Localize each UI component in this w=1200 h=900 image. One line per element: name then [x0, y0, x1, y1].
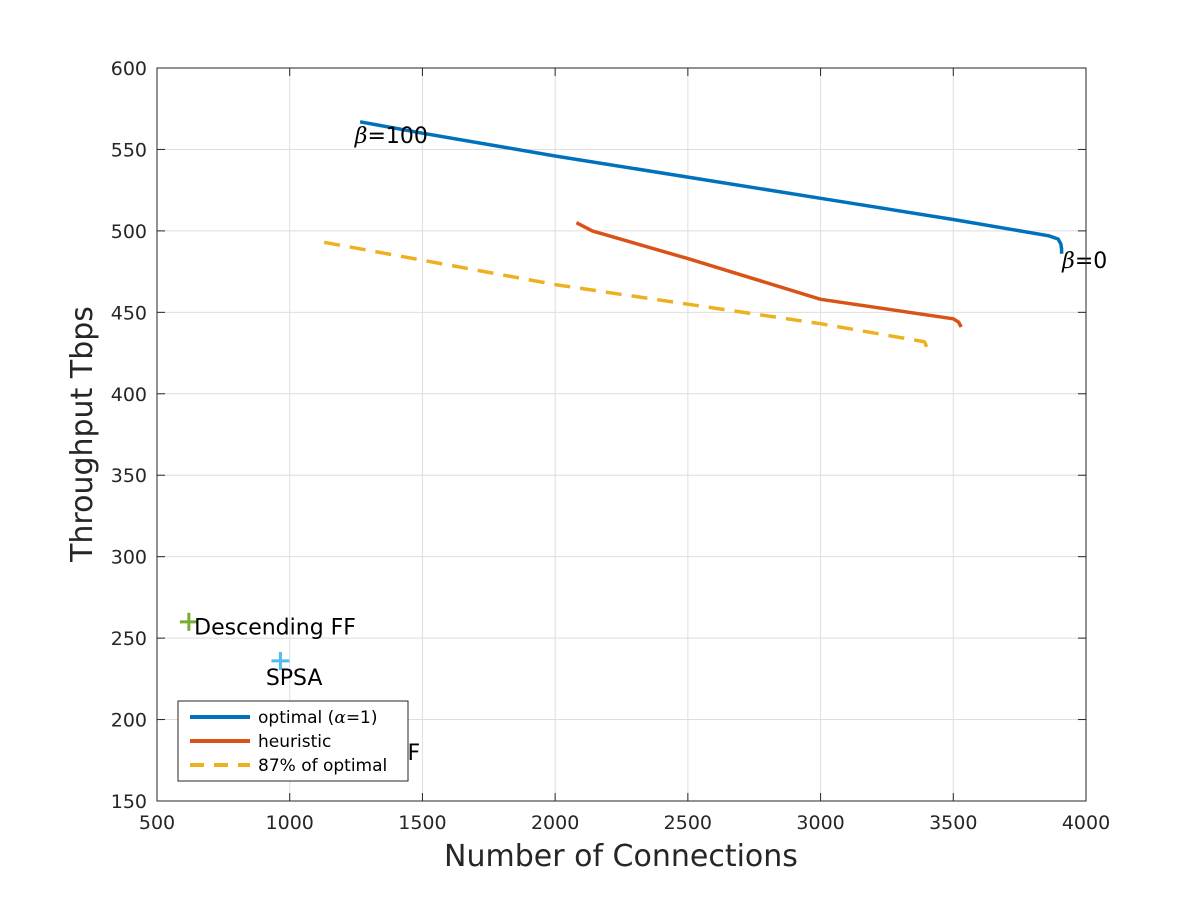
y-tick-label: 200: [111, 710, 147, 732]
marker-label-1: Descending FF: [194, 616, 356, 641]
tick-group: 500 1000 1500 2000 2500 3000 3500 4000 150 200 250…: [111, 58, 1110, 834]
series-line-3: [323, 240, 929, 357]
x-tick-label: 4000: [1062, 812, 1110, 834]
x-tick-label: 2000: [531, 812, 579, 834]
y-tick-label: 400: [111, 384, 147, 406]
y-axis-label: Throughput Tbps: [65, 306, 100, 563]
y-tick-label: 600: [111, 58, 147, 80]
x-tick-label: 2500: [664, 812, 712, 834]
alpha-symbol: α: [334, 708, 346, 728]
beta-value: =100: [367, 124, 427, 149]
y-tick-label: 450: [111, 302, 147, 324]
legend-label-1: optimal (α=1): [258, 708, 378, 728]
x-tick-label: 1500: [398, 812, 446, 834]
legend-label-3: 87% of optimal: [258, 756, 387, 776]
beta-annotation-2: β=0: [1061, 249, 1107, 274]
beta-symbol: β: [354, 124, 368, 149]
series-line-1: [359, 120, 1064, 254]
beta-symbol: β: [1061, 249, 1075, 274]
series-group: [323, 120, 1064, 357]
beta-value: =0: [1075, 249, 1107, 274]
legend-label-2: heuristic: [258, 732, 331, 752]
y-tick-label: 500: [111, 221, 147, 243]
legend-text-suffix: =1): [346, 708, 378, 728]
y-tick-label: 250: [111, 628, 147, 650]
plot-area: [157, 68, 1086, 801]
x-tick-label: 3000: [796, 812, 844, 834]
y-tick-label: 550: [111, 139, 147, 161]
x-tick-label: 1000: [266, 812, 314, 834]
x-tick-label: 3500: [929, 812, 977, 834]
marker-label-2: SPSA: [266, 666, 323, 691]
beta-annotation-1: β=100: [354, 124, 428, 149]
legend: optimal (α=1) heuristic 87% of optimal: [177, 700, 409, 782]
y-tick-label: 300: [111, 547, 147, 569]
plot-frame: [156, 67, 1087, 802]
y-tick-label: 150: [111, 791, 147, 813]
y-tick-label: 350: [111, 465, 147, 487]
series-line-2: [575, 221, 963, 328]
legend-text-prefix: optimal (: [258, 708, 334, 728]
marker-2: [271, 651, 290, 670]
marker-1: [179, 612, 198, 631]
x-axis-label: Number of Connections: [444, 839, 798, 874]
x-tick-label: 500: [139, 812, 175, 834]
